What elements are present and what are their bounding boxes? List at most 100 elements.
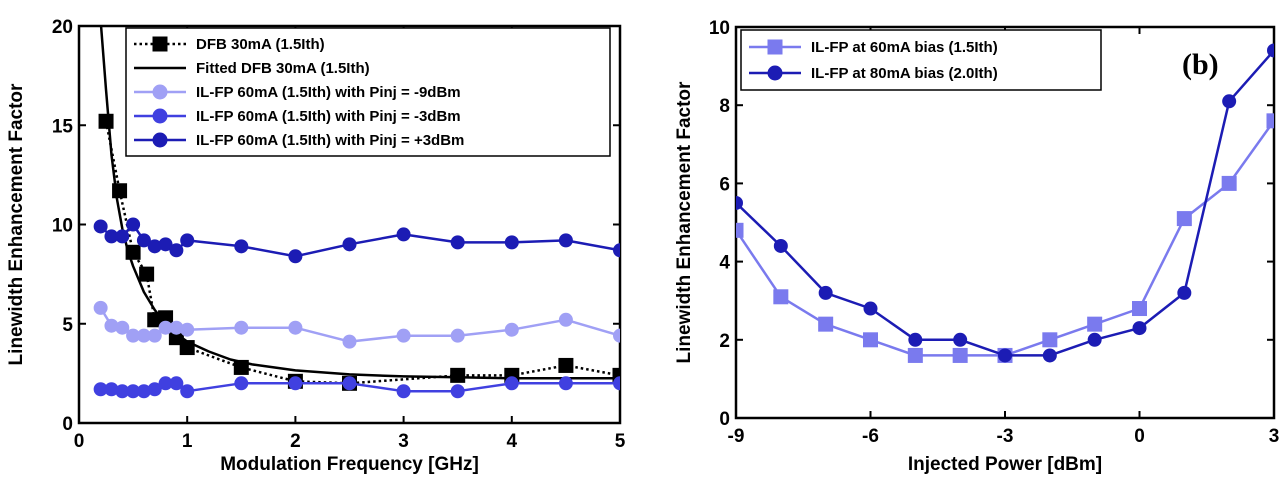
chart-a-ytick-label: 20 [52, 17, 73, 38]
chart-b-xtick-label: -3 [997, 426, 1014, 447]
chart-a-x-axis-label: Modulation Frequency [GHz] [220, 454, 479, 475]
chart-b-xtick-label: 3 [1269, 426, 1280, 447]
chart-a-xtick-label: 5 [615, 431, 626, 452]
chart-b-ytick-label: 4 [719, 253, 730, 274]
chart-a-series-0-point [139, 266, 155, 282]
chart-a-series-3-point [288, 376, 303, 391]
chart-a-ytick-label: 15 [52, 116, 74, 137]
chart-a-series-4-point [115, 229, 130, 244]
chart-b-legend-box [740, 29, 1102, 91]
chart-b-ytick-label: 6 [719, 174, 730, 195]
chart-a-series-2-point [613, 328, 620, 343]
chart-b-series-1-point [1132, 321, 1147, 336]
chart-b-series-0-point [1087, 316, 1103, 332]
chart-b-series-1-point [818, 285, 833, 300]
chart-a-legend: DFB 30mA (1.5Ith) Fitted DFB 30mA (1.5Ith… [125, 27, 611, 157]
chart-b-series-1-point [1267, 43, 1274, 58]
chart-a-series-4-point [450, 235, 465, 250]
chart-a-series-0-point [558, 357, 574, 373]
chart-a-series-2-point [558, 312, 573, 327]
chart-a-series-4-point [234, 239, 249, 254]
chart-a-series-4-point [126, 217, 141, 232]
chart-a-legend-box [125, 27, 611, 157]
chart-a-series-3-point [234, 376, 249, 391]
chart-a-series-4 [93, 217, 620, 264]
chart-b-ytick-label: 2 [719, 331, 730, 352]
chart-b-xtick-label: 0 [1134, 426, 1145, 447]
chart-a-series-4-point [158, 237, 173, 252]
chart-a-legend-marker-0 [152, 36, 168, 52]
chart-a-series-3-point [504, 376, 519, 391]
chart-a: 0 1 2 3 4 5 0 5 10 15 20 Modulation Frequency [GHz]… [6, 17, 626, 475]
chart-a-ytick-label: 0 [62, 414, 73, 435]
chart-a-series-group [93, 26, 620, 399]
chart-a-series-3-point [558, 376, 573, 391]
chart-b-panel-label: (b) [1182, 48, 1219, 81]
chart-b-ytick-label: 10 [709, 18, 730, 39]
chart-a-series-2-point [115, 320, 130, 335]
chart-b-series-0-point [736, 222, 744, 238]
chart-a-series-2-point [504, 322, 519, 337]
chart-a-series-2-point [180, 322, 195, 337]
chart-b-series-0-point [1042, 332, 1058, 348]
chart-b-series-0-point [863, 332, 878, 348]
chart-b-series-1-point [1087, 332, 1102, 347]
chart-a-series-3-point [450, 384, 465, 399]
chart-a-series-2-point [288, 320, 303, 335]
chart-a-legend-marker-3 [152, 108, 168, 124]
chart-a-series-0-point [98, 113, 114, 129]
chart-b-series-1-point [1042, 348, 1057, 363]
chart-a-series-2-point [93, 300, 108, 315]
chart-a-legend-entry-1: Fitted DFB 30mA (1.5Ith) [196, 60, 370, 77]
chart-a-xtick-label: 1 [182, 431, 193, 452]
chart-a-legend-entry-2: IL-FP 60mA (1.5Ith) with Pinj = -9dBm [196, 84, 461, 101]
chart-a-legend-entry-3: IL-FP 60mA (1.5Ith) with Pinj = -3dBm [196, 108, 461, 125]
chart-a-series-4-point [136, 233, 151, 248]
chart-a-series-4-point [396, 227, 411, 242]
chart-a-series-4-point [558, 233, 573, 248]
chart-b-series-1-point [953, 332, 968, 347]
chart-b-series-0-point [1266, 113, 1274, 129]
chart-b-legend-entry-1: IL-FP at 80mA bias (2.0Ith) [811, 65, 998, 82]
chart-a-series-3-point [613, 376, 620, 391]
chart-a-series-2-point [342, 334, 357, 349]
chart-a-ytick-label: 10 [52, 216, 73, 237]
chart-a-xtick-label: 2 [290, 431, 301, 452]
chart-a-series-2-point [450, 328, 465, 343]
chart-b-series-1 [736, 43, 1274, 363]
chart-a-xtick-label: 3 [398, 431, 409, 452]
chart-a-series-3 [93, 376, 620, 399]
chart-a-series-1 [99, 26, 620, 380]
chart-a-series-4-point [288, 249, 303, 264]
chart-b-x-axis-label: Injected Power [dBm] [908, 454, 1102, 475]
chart-a-series-3-point [396, 384, 411, 399]
chart-a-legend-entry-4: IL-FP 60mA (1.5Ith) with Pinj = +3dBm [196, 132, 464, 149]
chart-b-xtick-label: -9 [728, 426, 745, 447]
chart-a-series-3-point [342, 376, 357, 391]
chart-a-series-2-point [147, 328, 162, 343]
chart-b-ytick-label: 0 [719, 409, 730, 430]
chart-a-legend-marker-2 [152, 84, 168, 100]
chart-b-series-group [736, 43, 1274, 363]
chart-a-series-4-point [504, 235, 519, 250]
chart-a-xtick-label: 0 [74, 431, 85, 452]
chart-b-series-0-point [773, 289, 789, 305]
chart-a-series-1-line [99, 26, 620, 380]
chart-a-series-3-point [180, 384, 195, 399]
chart-b: -9 -6 -3 0 3 0 2 4 6 8 10 Injected Power [dBm] Linew… [674, 18, 1280, 475]
chart-b-series-1-point [736, 195, 743, 210]
chart-a-series-4-point [93, 219, 108, 234]
chart-a-series-0-point [612, 367, 620, 383]
chart-b-series-0-point [952, 347, 968, 363]
chart-b-legend: IL-FP at 60mA bias (1.5Ith) IL-FP at 80mA… [740, 29, 1102, 91]
chart-b-series-0-point [818, 316, 834, 332]
chart-a-series-2-point [396, 328, 411, 343]
chart-b-legend-entry-0: IL-FP at 60mA bias (1.5Ith) [811, 39, 998, 56]
chart-b-xtick-label: -6 [862, 426, 879, 447]
chart-b-series-1-point [863, 301, 878, 316]
chart-a-ytick-label: 5 [62, 315, 73, 336]
chart-b-legend-marker-0 [767, 39, 783, 55]
chart-b-series-1-point [773, 238, 788, 253]
chart-b-ytick-label: 8 [719, 96, 730, 117]
